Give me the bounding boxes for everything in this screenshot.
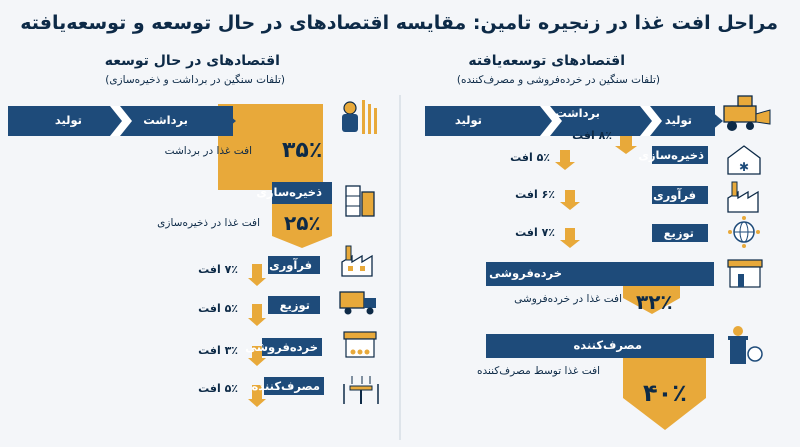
dev-storage-loss-note: افت غذا در ذخیره‌سازی <box>157 217 260 229</box>
dev-top-arrow <box>8 106 236 136</box>
devd-harvest-loss: ۸٪ افت <box>572 129 612 142</box>
dev-label-production: تولید <box>54 113 82 127</box>
factory-icon <box>341 245 373 277</box>
dev-label-retail: خرده‌فروشی <box>245 340 318 354</box>
devd-processing-loss-arrow <box>560 190 580 210</box>
dev-harvest-loss-note: افت غذا در برداشت <box>164 145 252 157</box>
dev-label-harvest: برداشت <box>143 113 188 127</box>
dev-processing-loss: ۷٪ افت <box>198 263 238 276</box>
devd-consumer-box <box>486 334 714 358</box>
cold-storage-icon: ✱ <box>727 145 761 175</box>
devd-consumer-loss-note: افت غذا توسط مصرف‌کننده <box>476 365 600 377</box>
devd-heading: اقتصادهای توسعه‌یافته <box>468 53 625 69</box>
dev-retail-box <box>262 338 322 356</box>
dev-storage-box <box>272 182 332 204</box>
harvester-icon <box>723 95 771 131</box>
devd-storage-loss: ۵٪ افت <box>510 151 550 164</box>
devd-storage-box <box>652 146 708 164</box>
devd-label-distribution: توزیع <box>663 226 694 240</box>
factory-icon-right <box>727 181 759 213</box>
market-stall-icon <box>343 331 377 358</box>
dev-label-storage: ذخیره‌سازی <box>256 185 322 199</box>
dev-label-processing: فرآوری <box>269 258 312 272</box>
trash-bin-icon <box>728 326 763 364</box>
devd-retail-box <box>486 262 714 286</box>
svg-text:✱: ✱ <box>739 160 749 174</box>
dev-label-distribution: توزیع <box>279 298 310 312</box>
dev-processing-box <box>268 256 320 274</box>
devd-processing-loss: ۶٪ افت <box>515 188 555 201</box>
dev-consumer-box <box>264 377 324 395</box>
dev-consumer-loss: ۵٪ افت <box>198 382 238 395</box>
dev-distribution-loss-arrow <box>248 304 266 326</box>
dev-harvest-loss-stream <box>218 104 323 190</box>
devd-retail-loss-note: افت غذا در خرده‌فروشی <box>514 293 622 305</box>
devd-label-processing: فرآوری <box>653 188 696 202</box>
market-stall-icon-right <box>727 259 763 288</box>
dev-retail-loss: ۳٪ افت <box>198 344 238 357</box>
devd-label-retail: خرده‌فروشی <box>489 266 562 280</box>
dev-storage-loss-pct: ۲۵٪ <box>284 211 321 235</box>
devd-distribution-loss-arrow <box>560 228 580 248</box>
dev-retail-loss-arrow <box>248 346 266 366</box>
devd-label-consumer: مصرف‌کننده <box>573 338 642 352</box>
truck-icon <box>339 291 376 315</box>
farmer-icon <box>342 100 377 134</box>
dev-subheading: (تلفات سنگین در برداشت و ذخیره‌سازی) <box>105 74 285 86</box>
dev-heading: اقتصادهای در حال توسعه <box>104 53 280 69</box>
restaurant-icon <box>343 376 379 404</box>
dev-storage-loss-arrow <box>272 204 332 248</box>
devd-distribution-box <box>652 224 708 242</box>
page-title: مراحل افت غذا در زنجیره تامین: مقایسه اق… <box>20 12 778 34</box>
dev-label-consumer: مصرف‌کننده <box>251 379 320 393</box>
devd-retail-loss-pct: ۳۲٪ <box>636 290 673 314</box>
devd-harvest-loss-arrow <box>615 136 637 154</box>
devd-consumer-loss-arrow <box>623 358 706 430</box>
devd-top-arrow <box>425 106 723 136</box>
dev-distribution-box <box>268 296 320 314</box>
devd-label-storage: ذخیره‌سازی <box>638 148 704 162</box>
devd-subheading: (تلفات سنگین در خرده‌فروشی و مصرف‌کننده) <box>456 74 660 86</box>
devd-distribution-loss: ۷٪ افت <box>515 226 555 239</box>
dev-harvest-loss-pct: ۳۵٪ <box>282 138 323 163</box>
devd-label-harvest: برداشت <box>555 106 600 120</box>
dev-distribution-loss: ۵٪ افت <box>198 302 238 315</box>
devd-consumer-loss-pct: ۴۰٪ <box>643 379 687 407</box>
devd-label-production-left: تولید <box>454 113 482 127</box>
devd-retail-loss-arrow <box>623 286 680 314</box>
globe-network-icon <box>728 216 760 248</box>
dev-consumer-loss-arrow <box>248 385 266 407</box>
devd-processing-box <box>652 186 708 204</box>
devd-label-production: تولید <box>664 113 692 127</box>
dev-processing-loss-arrow <box>248 264 266 286</box>
devd-storage-loss-arrow <box>555 150 575 170</box>
silo-icon <box>345 185 375 217</box>
